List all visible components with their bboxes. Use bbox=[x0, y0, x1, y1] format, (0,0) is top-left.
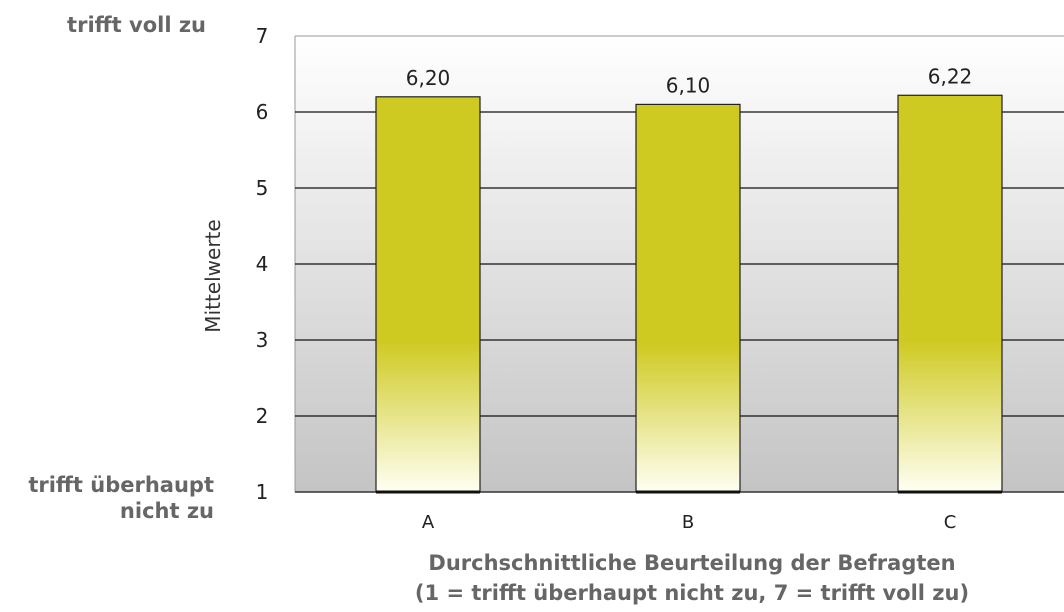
x-tick-label-c: C bbox=[944, 512, 957, 533]
data-label-b: 6,10 bbox=[666, 73, 711, 97]
scale-top-label: trifft voll zu bbox=[67, 13, 206, 37]
data-label-c: 6,22 bbox=[928, 64, 973, 88]
bar-b bbox=[635, 103, 741, 493]
caption-line-2: (1 = trifft überhaupt nicht zu, 7 = trif… bbox=[414, 581, 970, 605]
y-tick-label-1: 1 bbox=[256, 480, 269, 504]
y-tick-label-4: 4 bbox=[256, 252, 269, 276]
chart-caption: Durchschnittliche Beurteilung der Befrag… bbox=[320, 548, 1064, 608]
y-tick-label-2: 2 bbox=[256, 404, 269, 428]
caption-line-1: Durchschnittliche Beurteilung der Befrag… bbox=[428, 551, 956, 575]
y-axis-title: Mittelwerte bbox=[201, 219, 225, 332]
bar-c bbox=[897, 94, 1003, 493]
y-tick-label-5: 5 bbox=[256, 176, 269, 200]
x-tick-label-b: B bbox=[682, 512, 694, 533]
y-tick-label-7: 7 bbox=[256, 24, 269, 48]
scale-bottom-label: trifft überhaupt nicht zu bbox=[28, 473, 214, 523]
bar-a bbox=[375, 96, 481, 493]
x-tick-label-a: A bbox=[422, 512, 435, 533]
y-tick-label-6: 6 bbox=[256, 100, 269, 124]
data-label-a: 6,20 bbox=[406, 66, 451, 90]
y-tick-label-3: 3 bbox=[256, 328, 269, 352]
